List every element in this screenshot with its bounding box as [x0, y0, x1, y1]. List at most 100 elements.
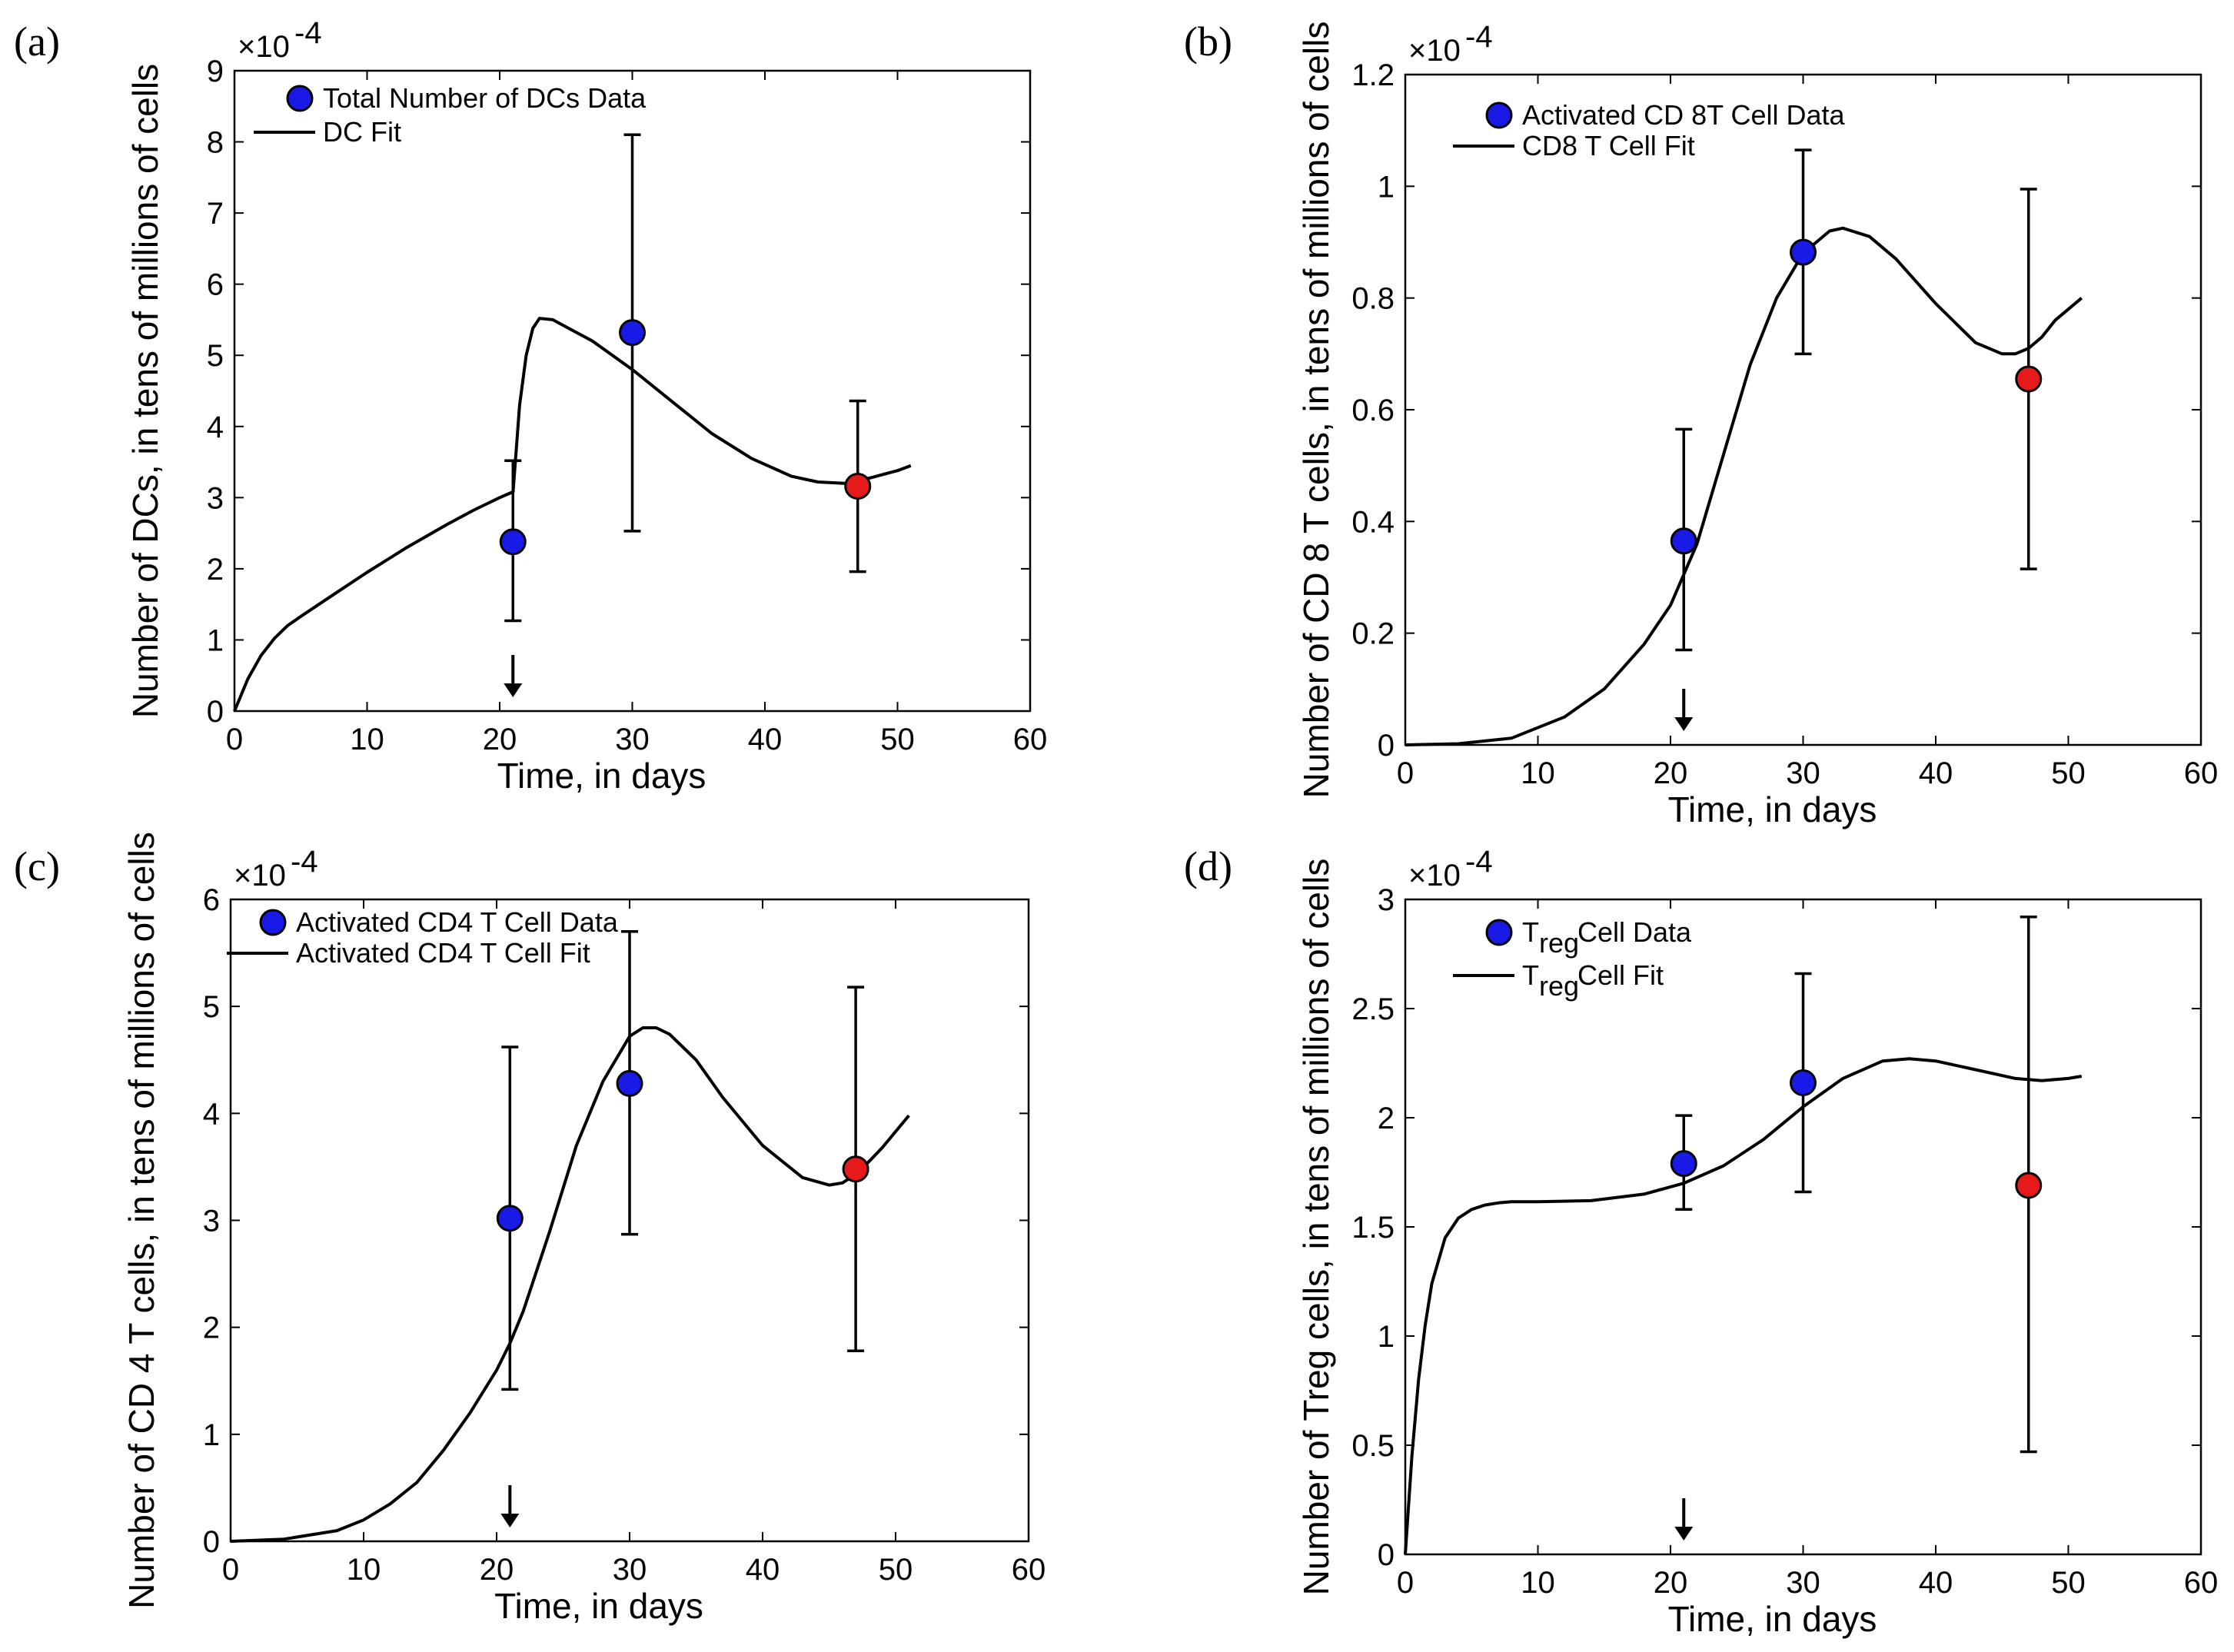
legend-label-fit: Cell Fit: [1577, 959, 1664, 991]
x-tick-label: 30: [613, 1553, 647, 1587]
y-scale-exponent: ×10: [1408, 34, 1461, 68]
panel-label: (c): [14, 843, 60, 889]
data-point-blue: [1670, 1150, 1697, 1178]
x-tick-label: 10: [350, 723, 384, 756]
x-tick-label: 40: [1919, 1566, 1953, 1600]
x-tick-label: 10: [1521, 1566, 1555, 1600]
y-axis-label: Number of DCs, in tens of millions of ce…: [125, 64, 165, 718]
y-axis-label: Number of Treg cells, in tens of million…: [1296, 859, 1336, 1596]
y-tick-label: 3: [1378, 883, 1395, 917]
x-tick-label: 20: [1654, 756, 1688, 790]
y-tick-label: 5: [203, 990, 220, 1024]
x-tick-label: 30: [1786, 1566, 1820, 1600]
legend-label-data: Total Number of DCs Data: [323, 82, 647, 114]
y-tick-label: 2: [1378, 1102, 1395, 1135]
y-tick-label: 1: [203, 1418, 220, 1452]
panel-label: (b): [1184, 18, 1232, 65]
y-tick-label: 0.4: [1351, 505, 1395, 539]
y-tick-label: 5: [207, 339, 224, 373]
fit-line: [1404, 1057, 2083, 1555]
panel-label: (d): [1184, 843, 1232, 889]
x-axis-label: Time, in days: [494, 1586, 703, 1626]
data-point-blue: [1790, 1069, 1817, 1097]
treatment-arrow-icon: [1674, 717, 1694, 731]
x-tick-label: 60: [2184, 756, 2219, 790]
legend-label-data: Cell Data: [1577, 916, 1692, 948]
y-tick-label: 0.2: [1351, 617, 1395, 651]
x-tick-label: 0: [222, 1553, 239, 1587]
x-tick-label: 0: [226, 723, 243, 756]
data-point-blue: [619, 319, 646, 347]
y-tick-label: 6: [203, 883, 220, 917]
legend-marker-data: [259, 909, 287, 936]
x-axis-label: Time, in days: [1668, 789, 1877, 829]
y-tick-label: 4: [203, 1097, 220, 1131]
x-tick-label: 20: [480, 1553, 514, 1587]
x-tick-label: 0: [1397, 756, 1414, 790]
panel-b: (b) 0 10 20 30 40 50 60 0 0.2 0.4 0.6 0.8 1 1.2 ×10 -4 Ti…: [1184, 18, 2218, 829]
y-tick-label: 0: [207, 695, 224, 729]
y-axis-label: Number of CD 8 T cells, in tens of milli…: [1296, 22, 1336, 799]
x-tick-label: 60: [1013, 723, 1048, 756]
x-tick-label: 50: [879, 1553, 913, 1587]
legend-label-fit: CD8 T Cell Fit: [1522, 130, 1695, 161]
data-point-blue: [1790, 238, 1817, 266]
legend-t-base: T: [1522, 959, 1539, 991]
panel-c: (c) 0 10 20 30 40 50 60 0 1 2 3 4 5 6 ×10 -4 Time, in day…: [14, 832, 1046, 1626]
panel-d: (d) 0 10 20 30 40 50 60 0 0.5 1 1.5 2 2.5 3 ×10 -4 Time, …: [1184, 843, 2218, 1639]
legend-marker-data: [286, 85, 314, 112]
data-point-red: [2015, 1172, 2043, 1199]
y-scale-exponent: ×10: [234, 859, 286, 892]
y-axis-label: Number of CD 4 T cells, in tens of milli…: [121, 832, 161, 1609]
y-tick-label: 2: [203, 1311, 220, 1345]
x-tick-label: 50: [880, 723, 915, 756]
panel-label: (a): [14, 18, 60, 65]
treatment-arrow-icon: [1674, 1527, 1694, 1541]
x-tick-label: 20: [1654, 1566, 1688, 1600]
y-tick-label: 1: [1378, 1320, 1395, 1354]
data-point-red: [2015, 365, 2043, 393]
data-point-blue: [1670, 527, 1697, 555]
legend-subscript: reg: [1539, 970, 1579, 1002]
y-tick-label: 0: [1378, 1538, 1395, 1572]
x-axis-label: Time, in days: [1668, 1599, 1877, 1639]
x-axis-label: Time, in days: [497, 756, 706, 796]
y-tick-label: 6: [207, 268, 224, 302]
fit-line: [233, 317, 912, 712]
y-tick-label: 3: [203, 1205, 220, 1238]
y-tick-label: 0: [1378, 729, 1395, 763]
y-tick-label: 0: [203, 1525, 220, 1559]
legend-marker-data: [1485, 919, 1513, 946]
x-tick-label: 40: [1919, 756, 1953, 790]
x-tick-label: 10: [1521, 756, 1555, 790]
y-tick-label: 1.5: [1351, 1211, 1395, 1245]
x-tick-label: 40: [746, 1553, 780, 1587]
y-tick-label: 0.6: [1351, 394, 1395, 427]
y-tick-label: 1: [207, 623, 224, 657]
data-point-blue: [499, 528, 527, 556]
fit-line: [230, 1026, 910, 1543]
y-scale-power: -4: [294, 16, 322, 50]
y-scale-exponent: ×10: [1408, 859, 1461, 892]
legend-label-fit: Activated CD4 T Cell Fit: [296, 937, 590, 969]
y-tick-label: 2: [207, 553, 224, 587]
legend-label-fit: DC Fit: [323, 116, 401, 148]
y-tick-label: 2.5: [1351, 992, 1395, 1026]
panel-a: (a) 0 10 20 30 40 50 60 0 1 2 3 4 5 6 7 8 9 ×10 -4 Time, in …: [14, 16, 1047, 796]
x-tick-label: 10: [347, 1553, 381, 1587]
legend-marker-data: [1485, 101, 1513, 129]
x-tick-label: 50: [2051, 756, 2086, 790]
x-tick-label: 20: [483, 723, 517, 756]
x-tick-label: 60: [2184, 1566, 2219, 1600]
y-tick-label: 4: [207, 411, 224, 444]
y-tick-label: 9: [207, 55, 224, 88]
y-tick-label: 1.2: [1351, 58, 1395, 92]
data-point-red: [844, 473, 872, 500]
x-tick-label: 60: [1012, 1553, 1046, 1587]
legend-label-data: Activated CD4 T Cell Data: [296, 906, 619, 938]
legend-t-base: T: [1522, 916, 1539, 948]
